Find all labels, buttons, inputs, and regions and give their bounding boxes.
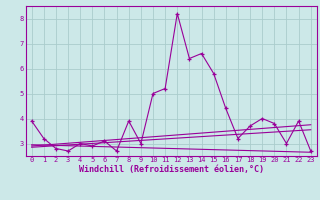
X-axis label: Windchill (Refroidissement éolien,°C): Windchill (Refroidissement éolien,°C) xyxy=(79,165,264,174)
